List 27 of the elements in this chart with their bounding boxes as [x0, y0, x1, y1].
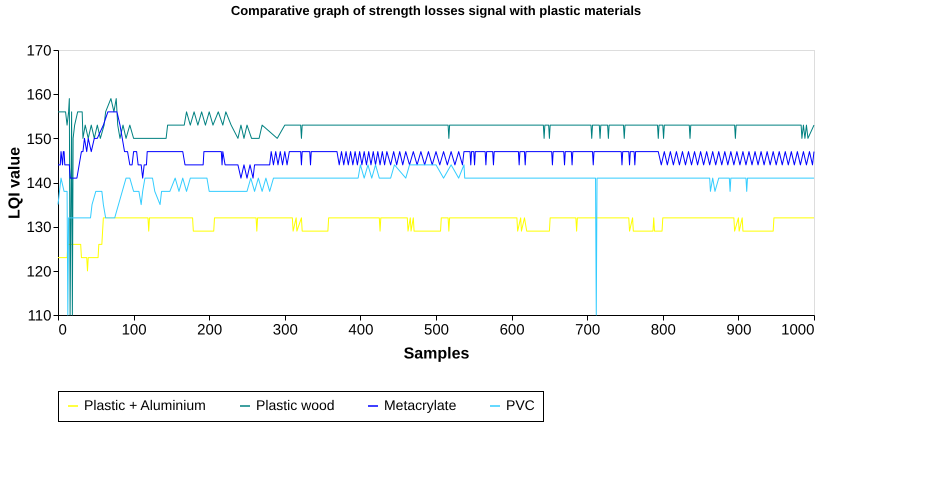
x-tick-label: 900: [726, 322, 752, 338]
x-tick-label: 800: [650, 322, 676, 338]
y-tick-label: 130: [26, 219, 52, 236]
x-tick-label: 300: [272, 322, 298, 338]
y-tick-label: 120: [26, 263, 52, 280]
y-tick-label: 160: [26, 86, 52, 104]
legend-label: PVC: [506, 397, 535, 413]
x-tick-label: 1000: [781, 322, 814, 338]
x-tick-label: 0: [58, 322, 67, 338]
y-axis-title: LQI value: [6, 146, 24, 220]
chart-title: Comparative graph of strength losses signal with plastic materials: [230, 3, 642, 18]
y-tick-label: 140: [26, 175, 52, 192]
y-tick-label: 110: [28, 308, 52, 324]
x-tick-label: 200: [197, 322, 222, 338]
line-series: [58, 217, 814, 272]
y-tick-label: 150: [26, 130, 52, 148]
legend-label: Metacrylate: [384, 397, 457, 413]
x-tick-label: 100: [122, 322, 147, 338]
legend-label: Plastic wood: [256, 397, 335, 413]
x-axis-title: Samples: [404, 346, 470, 362]
x-tick-label: 600: [500, 322, 525, 338]
y-tick-label: 170: [26, 42, 52, 60]
x-tick-label: 500: [424, 322, 450, 338]
x-tick-label: 700: [575, 322, 600, 338]
line-series: [58, 111, 814, 179]
x-tick-label: 400: [348, 322, 374, 338]
legend-label: Plastic + Aluminium: [84, 397, 206, 413]
